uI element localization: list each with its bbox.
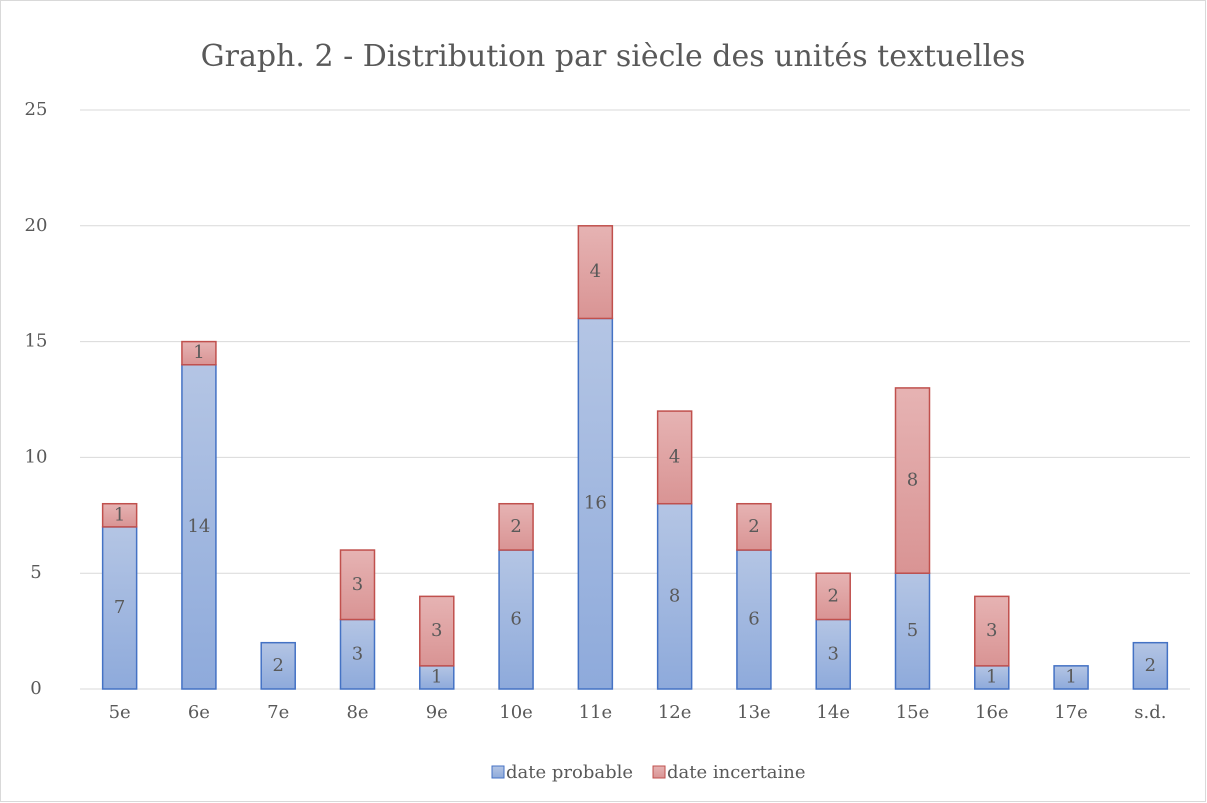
data-label: 2 [272, 655, 283, 676]
x-tick-label: 16e [975, 702, 1009, 723]
bar-segment [815, 618, 851, 690]
x-tick-label: 10e [499, 702, 533, 723]
data-label: 7 [114, 597, 125, 618]
data-label: 1 [986, 666, 997, 687]
y-tick-label: 25 [25, 99, 48, 120]
bar-segment [815, 572, 851, 621]
legend-swatch [491, 765, 505, 779]
bar-segment [1132, 641, 1169, 690]
bar-segment [1053, 665, 1089, 690]
bar-segment [260, 641, 296, 690]
bar-segment [894, 387, 931, 574]
y-tick-label: 15 [25, 331, 48, 352]
data-label: 1 [1065, 666, 1076, 687]
y-tick-label: 5 [30, 562, 41, 583]
data-label: 1 [431, 666, 442, 687]
bar-segment [736, 549, 772, 690]
x-tick-label: 5e [109, 702, 131, 723]
x-tick-label: 8e [346, 702, 368, 723]
x-tick-label: 13e [737, 702, 771, 723]
data-label: 6 [510, 609, 521, 630]
y-tick-label: 20 [25, 215, 48, 236]
bar-segment [498, 549, 534, 690]
bar-segment [656, 410, 693, 505]
bar-segment [181, 340, 217, 366]
x-tick-label: 12e [658, 702, 692, 723]
data-label: 14 [187, 516, 210, 537]
bar-segment [577, 225, 614, 320]
legend-label: date probable [506, 762, 633, 783]
legend-swatch [652, 765, 666, 779]
bar-segment [419, 595, 455, 667]
bar-segment [656, 502, 693, 690]
data-label: 3 [352, 574, 363, 595]
bar-segment [974, 595, 1010, 667]
bar-segment [101, 502, 138, 528]
x-tick-label: 11e [579, 702, 613, 723]
data-label: 4 [669, 446, 680, 467]
data-label: 6 [748, 609, 759, 630]
data-label: 8 [669, 585, 680, 606]
x-tick-label: 7e [267, 702, 289, 723]
x-tick-label: 9e [426, 702, 448, 723]
data-label: 2 [748, 516, 759, 537]
bar-segment [339, 549, 376, 621]
data-label: 1 [193, 342, 204, 363]
data-label: 5 [907, 620, 918, 641]
legend-label: date incertaine [667, 762, 806, 783]
bar-segment [498, 502, 534, 551]
y-tick-label: 10 [25, 446, 48, 467]
bar-segment [736, 502, 772, 551]
data-label: 2 [827, 585, 838, 606]
data-label: 2 [510, 516, 521, 537]
x-tick-label: s.d. [1134, 702, 1166, 723]
chart-title: Graph. 2 - Distribution par siècle des u… [201, 39, 1026, 74]
data-label: 3 [431, 620, 442, 641]
bar-segment [894, 572, 931, 690]
data-label: 4 [590, 261, 601, 282]
bar-segment [339, 618, 376, 690]
bar-segment [577, 317, 614, 690]
x-tick-label: 14e [816, 702, 850, 723]
y-tick-label: 0 [30, 678, 41, 699]
x-tick-label: 17e [1054, 702, 1088, 723]
data-label: 1 [114, 504, 125, 525]
x-tick-label: 15e [896, 702, 930, 723]
data-label: 3 [986, 620, 997, 641]
data-label: 8 [907, 470, 918, 491]
data-label: 16 [584, 493, 607, 514]
data-label: 3 [352, 643, 363, 664]
data-label: 2 [1145, 655, 1156, 676]
data-label: 3 [827, 643, 838, 664]
bar-segment [101, 526, 138, 690]
x-tick-label: 6e [188, 702, 210, 723]
